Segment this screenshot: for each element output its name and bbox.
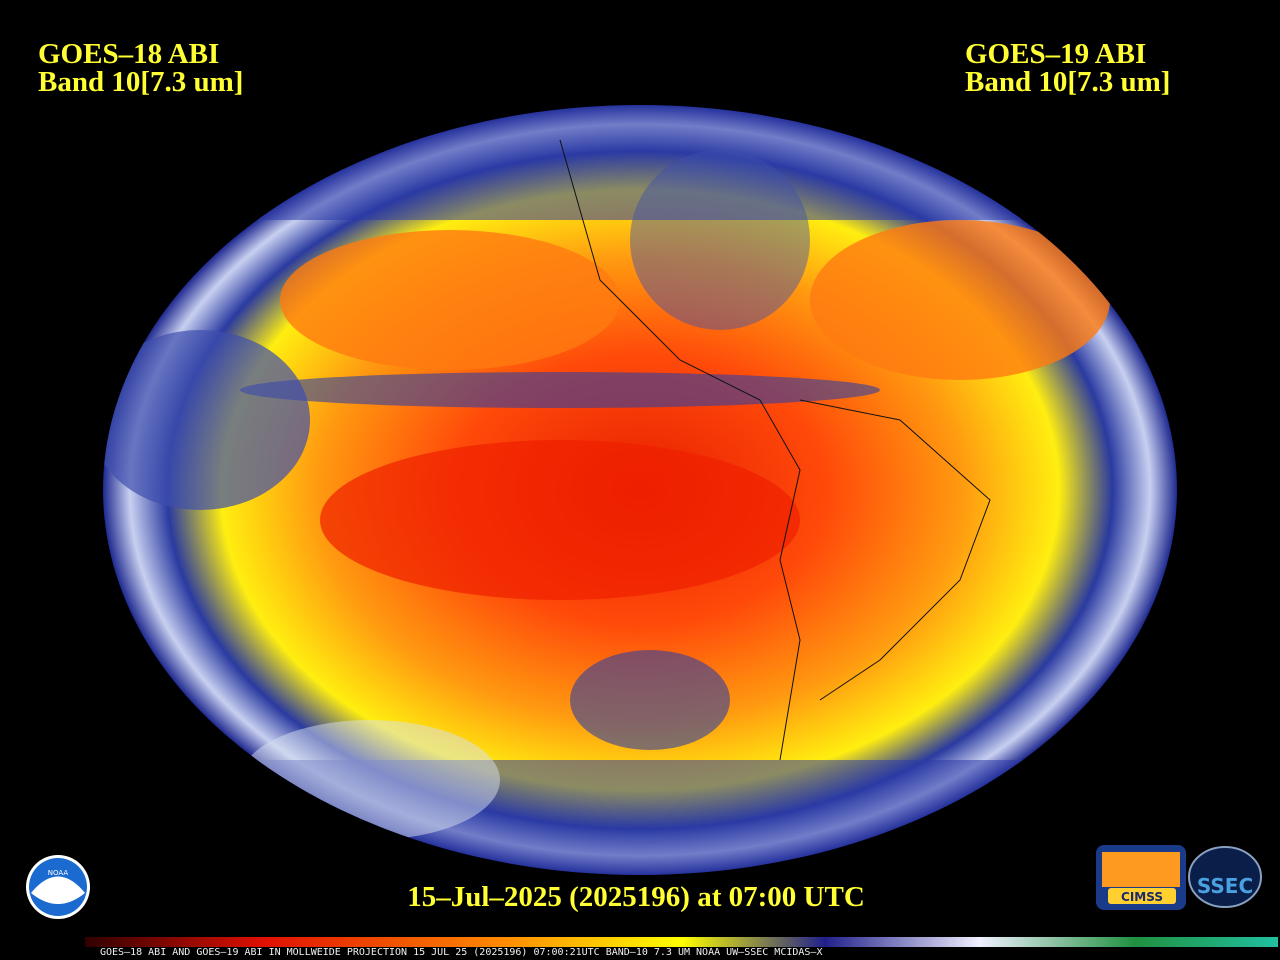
footer-caption: GOES–18 ABI AND GOES–19 ABI IN MOLLWEIDE… (100, 947, 822, 958)
cimss-label: CIMSS (1121, 890, 1163, 904)
ssec-label: SSEC (1197, 874, 1253, 898)
timestamp: 15–Jul–2025 (2025196) at 07:00 UTC (407, 881, 865, 913)
left-band: Band 10[7.3 um] (38, 66, 243, 98)
left-satellite: GOES–18 ABI (38, 38, 219, 70)
right-band: Band 10[7.3 um] (965, 66, 1170, 98)
cimss-logo: CIMSS (1096, 845, 1186, 910)
right-satellite: GOES–19 ABI (965, 38, 1146, 70)
color-bar (85, 937, 1278, 947)
ssec-logo: SSEC (1188, 846, 1262, 908)
noaa-logo: NOAA (26, 855, 90, 919)
noaa-label: NOAA (48, 869, 69, 877)
